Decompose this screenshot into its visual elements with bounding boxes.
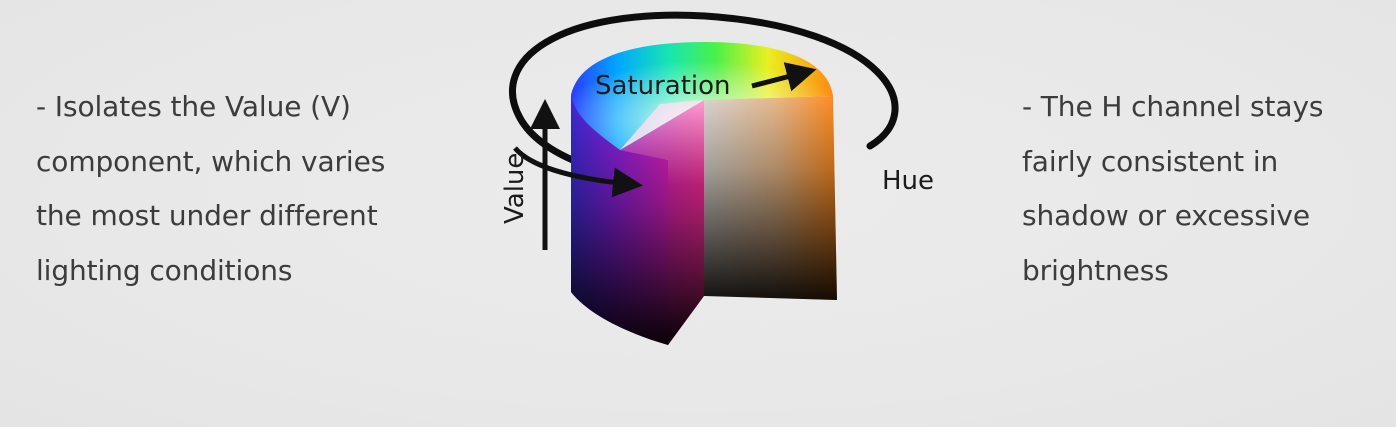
- right-description-line: - The H channel stays: [1022, 90, 1324, 123]
- right-description-line: brightness: [1022, 253, 1169, 287]
- hsv-cylinder-diagram: Saturation Value Hue: [500, 11, 934, 345]
- left-description-line: component, which varies: [36, 144, 386, 178]
- left-description: - Isolates the Value (V) component, whic…: [36, 80, 385, 298]
- right-description: - The H channel stays fairly consistent …: [1022, 80, 1324, 298]
- saturation-arrow: [751, 62, 817, 92]
- left-description-line: - Isolates the Value (V): [36, 90, 351, 123]
- hue-arrow-front: [513, 146, 643, 198]
- hue-label: Hue: [882, 166, 934, 196]
- right-description-line: shadow or excessive: [1022, 199, 1311, 232]
- left-description-line: lighting conditions: [36, 253, 293, 287]
- saturation-label: Saturation: [595, 71, 731, 101]
- hue-orbit-ring: [509, 11, 899, 174]
- value-label: Value: [500, 153, 530, 224]
- left-description-line: the most under different: [36, 199, 378, 232]
- right-description-line: fairly consistent in: [1022, 144, 1279, 178]
